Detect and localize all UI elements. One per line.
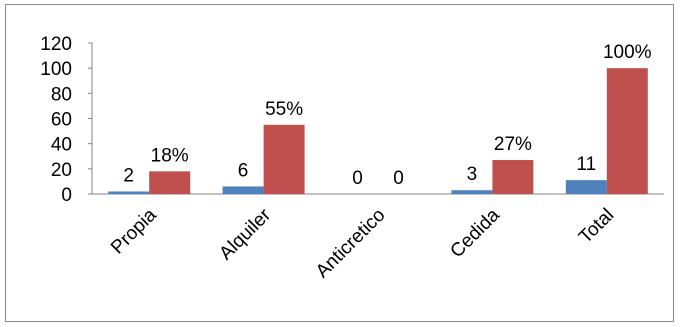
y-tick-label: 80: [51, 84, 72, 105]
x-tick-label-alquiler: Alquiler: [215, 204, 275, 264]
y-tick-label: 60: [51, 110, 72, 131]
x-tick-label-cedida: Cedida: [447, 204, 505, 262]
bar-series1-total: [565, 180, 607, 194]
bar-series2-alquiler: [263, 124, 305, 194]
y-tick-label: 100: [40, 59, 72, 80]
x-tick-label-total: Total: [575, 205, 618, 248]
data-label-series1-total: 11: [576, 154, 596, 175]
x-tick-label-anticretico: Anticretico: [312, 205, 390, 283]
data-label-series2-cedida: 27%: [494, 134, 532, 155]
y-tick-label: 20: [51, 160, 72, 181]
bar-series2-propia: [149, 171, 191, 194]
y-tick-label: 120: [40, 34, 72, 55]
data-label-series2-alquiler: 55%: [265, 99, 303, 120]
chart-frame: [5, 4, 674, 322]
x-tick-label-propia: Propia: [107, 204, 161, 258]
data-label-series1-cedida: 3: [467, 164, 478, 185]
data-label-series2-propia: 18%: [151, 145, 189, 166]
bar-series1-alquiler: [222, 186, 264, 194]
bar-series1-propia: [108, 191, 150, 194]
data-label-series1-propia: 2: [123, 165, 134, 186]
data-label-series1-anticretico: 0: [352, 168, 363, 189]
bar-series2-total: [606, 68, 648, 194]
data-label-series2-anticretico: 0: [393, 168, 404, 189]
y-tick-label: 40: [51, 135, 72, 156]
data-label-series2-total: 100%: [603, 42, 652, 63]
data-label-series1-alquiler: 6: [238, 160, 249, 181]
bar-series2-cedida: [492, 160, 534, 194]
y-tick-label: 0: [61, 185, 72, 206]
bar-series1-cedida: [451, 190, 493, 194]
